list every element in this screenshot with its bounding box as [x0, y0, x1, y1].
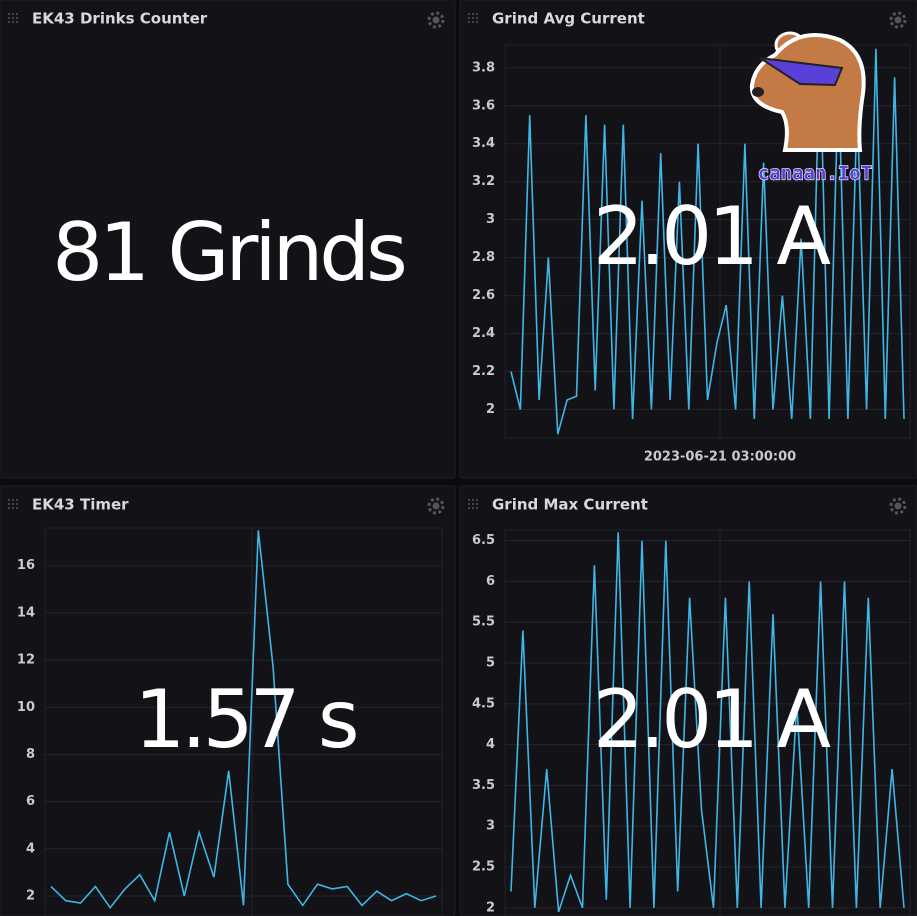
drag-handle [468, 17, 470, 19]
drag-handle [476, 503, 478, 505]
drag-handle [476, 21, 478, 23]
settings-icon-core [432, 502, 440, 510]
drag-handle [476, 507, 478, 509]
settings-icon-core [894, 502, 902, 510]
drag-handle [468, 21, 470, 23]
stat-value: 81 Grinds [52, 206, 404, 299]
y-tick-label: 5.5 [472, 615, 495, 630]
y-tick-label: 3.2 [472, 174, 495, 189]
drag-handle [8, 503, 10, 505]
y-tick-label: 2 [486, 402, 495, 417]
drag-handle [16, 503, 18, 505]
panel-title: Grind Avg Current [492, 10, 645, 28]
drag-handle [12, 507, 14, 509]
y-tick-label: 3.6 [472, 98, 495, 113]
y-tick-label: 4 [486, 737, 495, 752]
y-tick-label: 3 [486, 212, 495, 227]
drag-handle [472, 507, 474, 509]
y-tick-label: 4 [26, 841, 35, 856]
y-tick-label: 2 [26, 888, 35, 903]
panel [0, 485, 456, 916]
y-tick-label: 4.5 [472, 696, 495, 711]
y-tick-label: 8 [26, 747, 35, 762]
drag-handle [472, 503, 474, 505]
drag-handle [468, 507, 470, 509]
y-tick-label: 3.8 [472, 60, 495, 75]
settings-icon-core [432, 16, 440, 24]
panel-title: EK43 Timer [32, 496, 129, 514]
drag-handle [8, 507, 10, 509]
drag-handle [8, 499, 10, 501]
drag-handle [468, 13, 470, 15]
y-tick-label: 2.6 [472, 288, 495, 303]
y-tick-label: 2.2 [472, 364, 495, 379]
y-tick-label: 2.8 [472, 250, 495, 265]
y-tick-label: 16 [17, 558, 35, 573]
drag-handle [16, 21, 18, 23]
stat-value: 2.01 A [593, 190, 832, 283]
plot-area [504, 529, 911, 916]
y-tick-label: 5 [486, 656, 495, 671]
logo-text: canaan.IoT [758, 163, 872, 185]
drag-handle [468, 503, 470, 505]
panel-title: Grind Max Current [492, 496, 648, 514]
drag-handle [476, 499, 478, 501]
y-tick-label: 6 [486, 574, 495, 589]
drag-handle [16, 507, 18, 509]
y-tick-label: 2.4 [472, 326, 495, 341]
drag-handle [468, 499, 470, 501]
y-tick-label: 12 [17, 653, 35, 668]
drag-handle [16, 17, 18, 19]
settings-icon-core [894, 16, 902, 24]
x-tick-label: 2023-06-21 03:00:00 [644, 450, 796, 465]
settings-icon[interactable] [889, 11, 907, 29]
drag-handle [476, 13, 478, 15]
drag-handle [8, 13, 10, 15]
drag-handle [472, 17, 474, 19]
drag-handle [472, 13, 474, 15]
drag-handle [16, 13, 18, 15]
series-line [50, 530, 437, 910]
drag-handle [12, 499, 14, 501]
settings-icon[interactable] [427, 11, 445, 29]
logo [749, 31, 866, 152]
logo-nose [752, 87, 764, 97]
settings-icon[interactable] [427, 497, 445, 515]
y-tick-label: 14 [17, 605, 35, 620]
y-tick-label: 2.5 [472, 860, 495, 875]
drag-handle [12, 21, 14, 23]
drag-handle [476, 17, 478, 19]
drag-handle [16, 499, 18, 501]
logo-glasses [759, 57, 844, 87]
y-tick-label: 10 [17, 700, 35, 715]
plot-area [44, 527, 443, 916]
drag-handle [12, 503, 14, 505]
drag-handle [12, 17, 14, 19]
plot-area [504, 44, 911, 439]
y-tick-label: 3.4 [472, 136, 495, 151]
settings-icon[interactable] [889, 497, 907, 515]
y-tick-label: 2 [486, 900, 495, 915]
y-tick-label: 3.5 [472, 778, 495, 793]
panel-title: EK43 Drinks Counter [32, 10, 208, 28]
drag-handle [12, 13, 14, 15]
panel [0, 0, 456, 479]
stat-value: 1.57 s [134, 673, 356, 766]
y-tick-label: 6.5 [472, 533, 495, 548]
drag-handle [8, 21, 10, 23]
drag-handle [8, 17, 10, 19]
y-tick-label: 3 [486, 819, 495, 834]
drag-handle [472, 499, 474, 501]
y-tick-label: 6 [26, 794, 35, 809]
drag-handle [472, 21, 474, 23]
series-line [510, 532, 905, 913]
stat-value: 2.01 A [593, 673, 832, 766]
